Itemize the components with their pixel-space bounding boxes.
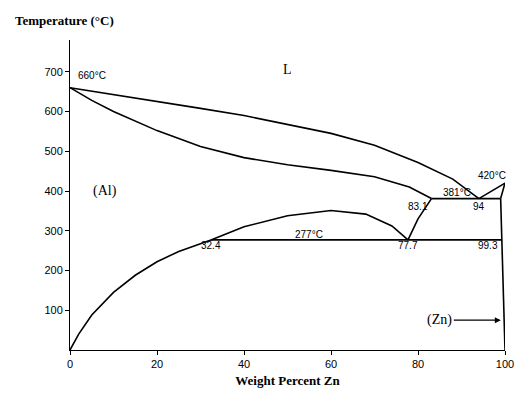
svg-text:77.7: 77.7 [398,240,418,251]
svg-text:500: 500 [44,145,62,157]
svg-text:Weight Percent Zn: Weight Percent Zn [235,373,340,388]
svg-text:60: 60 [325,358,337,370]
svg-text:L: L [283,62,292,77]
svg-text:300: 300 [44,225,62,237]
svg-text:99.3: 99.3 [478,240,498,251]
svg-text:94: 94 [473,201,485,212]
svg-text:(Zn): (Zn) [427,312,452,328]
svg-text:32.4: 32.4 [201,240,221,251]
svg-text:(Al): (Al) [93,183,117,199]
svg-text:83.1: 83.1 [408,201,428,212]
svg-text:420°C: 420°C [478,170,506,181]
svg-text:100: 100 [44,304,62,316]
svg-text:Temperature (°C): Temperature (°C) [15,13,114,28]
svg-text:200: 200 [44,264,62,276]
svg-text:0: 0 [67,358,73,370]
svg-text:277°C: 277°C [295,229,323,240]
svg-text:80: 80 [412,358,424,370]
svg-text:660°C: 660°C [78,70,106,81]
svg-text:381°C: 381°C [443,187,471,198]
svg-text:40: 40 [238,358,250,370]
svg-text:20: 20 [151,358,163,370]
svg-text:100: 100 [496,358,514,370]
svg-text:600: 600 [44,105,62,117]
svg-text:700: 700 [44,66,62,78]
svg-text:400: 400 [44,185,62,197]
